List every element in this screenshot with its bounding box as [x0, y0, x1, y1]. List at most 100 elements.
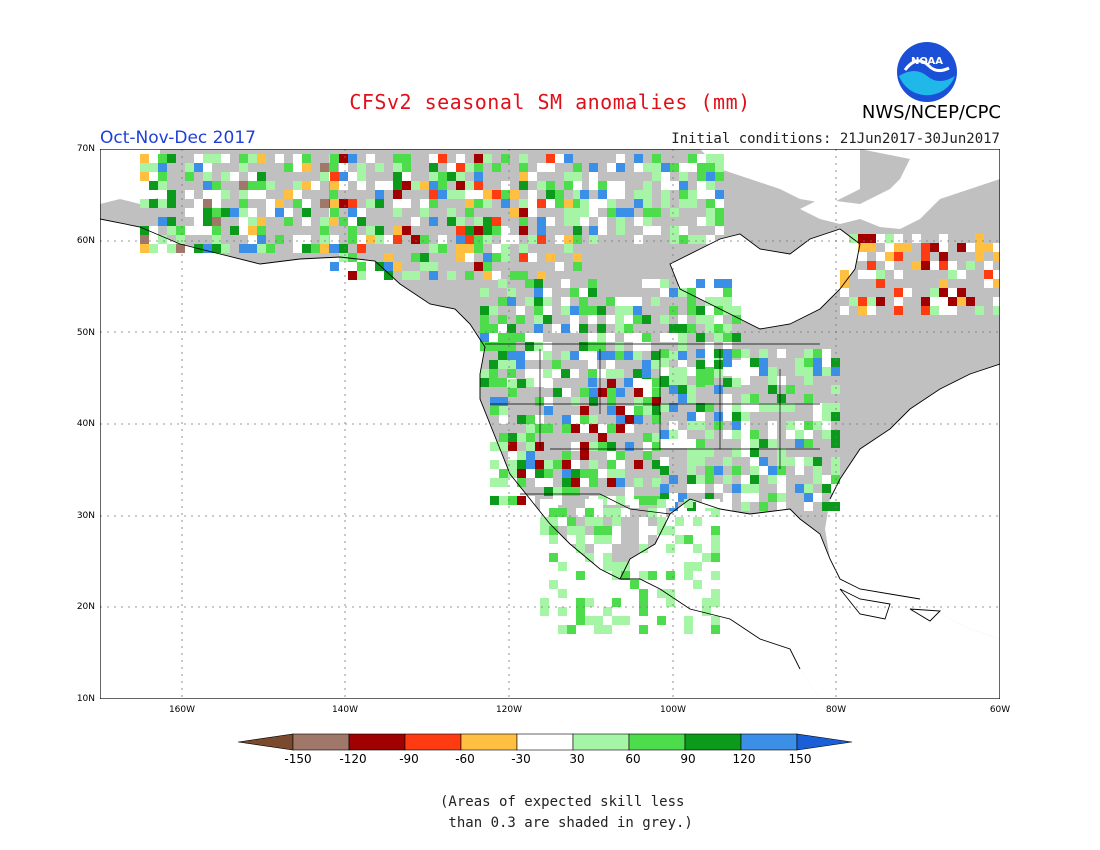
anomaly-cell — [438, 190, 447, 199]
anomaly-cell — [705, 324, 714, 333]
anomaly-cell — [348, 217, 357, 226]
anomaly-cell — [293, 199, 302, 208]
anomaly-cell — [540, 499, 549, 508]
anomaly-cell — [456, 235, 465, 244]
anomaly-cell — [639, 598, 648, 607]
anomaly-cell — [634, 199, 643, 208]
anomaly-cell — [813, 367, 822, 376]
anomaly-cell — [597, 333, 606, 342]
anomaly-cell — [140, 199, 149, 208]
anomaly-cell — [266, 244, 275, 253]
anomaly-cell — [158, 235, 167, 244]
anomaly-cell — [535, 424, 544, 433]
anomaly-cell — [670, 163, 679, 172]
anomaly-cell — [651, 378, 660, 387]
anomaly-cell — [519, 244, 528, 253]
anomaly-cell — [666, 589, 675, 598]
anomaly-cell — [939, 234, 948, 243]
anomaly-cell — [546, 190, 555, 199]
anomaly-cell — [858, 252, 867, 261]
anomaly-cell — [537, 217, 546, 226]
anomaly-cell — [705, 430, 714, 439]
anomaly-cell — [894, 234, 903, 243]
anomaly-cell — [675, 517, 684, 526]
anomaly-cell — [921, 243, 930, 252]
anomaly-cell — [589, 388, 598, 397]
anomaly-cell — [777, 349, 786, 358]
anomaly-cell — [669, 333, 678, 342]
anomaly-cell — [561, 369, 570, 378]
anomaly-cell — [561, 279, 570, 288]
anomaly-cell — [616, 217, 625, 226]
colorbar-label: -60 — [455, 752, 475, 766]
anomaly-cell — [714, 466, 723, 475]
anomaly-cell — [939, 279, 948, 288]
anomaly-cell — [633, 306, 642, 315]
anomaly-cell — [715, 199, 724, 208]
anomaly-cell — [375, 199, 384, 208]
anomaly-cell — [517, 496, 526, 505]
anomaly-cell — [651, 297, 660, 306]
anomaly-cell — [693, 607, 702, 616]
anomaly-cell — [302, 199, 311, 208]
anomaly-cell — [526, 442, 535, 451]
anomaly-cell — [519, 172, 528, 181]
anomaly-cell — [831, 430, 840, 439]
anomaly-cell — [571, 442, 580, 451]
anomaly-cell — [357, 244, 366, 253]
anomaly-cell — [510, 208, 519, 217]
anomaly-cell — [589, 199, 598, 208]
anomaly-cell — [293, 163, 302, 172]
anomaly-cell — [501, 226, 510, 235]
anomaly-cell — [678, 333, 687, 342]
anomaly-cell — [275, 208, 284, 217]
anomaly-cell — [543, 315, 552, 324]
anomaly-cell — [549, 517, 558, 526]
anomaly-cell — [212, 190, 221, 199]
anomaly-cell — [885, 243, 894, 252]
anomaly-cell — [687, 385, 696, 394]
anomaly-cell — [562, 451, 571, 460]
anomaly-cell — [930, 306, 939, 315]
anomaly-cell — [311, 181, 320, 190]
anomaly-cell — [625, 415, 634, 424]
anomaly-cell — [732, 484, 741, 493]
anomaly-cell — [537, 235, 546, 244]
anomaly-cell — [678, 324, 687, 333]
anomaly-cell — [597, 306, 606, 315]
anomaly-cell — [643, 442, 652, 451]
anomaly-cell — [480, 369, 489, 378]
lon-label-100w: 100W — [659, 705, 687, 715]
anomaly-cell — [993, 279, 1000, 288]
anomaly-cell — [652, 397, 661, 406]
anomaly-cell — [579, 324, 588, 333]
anomaly-cell — [616, 415, 625, 424]
anomaly-cell — [203, 199, 212, 208]
anomaly-cell — [804, 484, 813, 493]
anomaly-cell — [634, 406, 643, 415]
anomaly-cell — [616, 226, 625, 235]
anomaly-cell — [768, 430, 777, 439]
anomaly-cell — [561, 324, 570, 333]
anomaly-cell — [393, 235, 402, 244]
anomaly-cell — [939, 288, 948, 297]
anomaly-cell — [723, 367, 732, 376]
anomaly-cell — [555, 235, 564, 244]
anomaly-cell — [167, 226, 176, 235]
anomaly-cell — [585, 553, 594, 562]
anomaly-cell — [571, 415, 580, 424]
anomaly-cell — [330, 208, 339, 217]
anomaly-cell — [711, 499, 720, 508]
anomaly-cell — [589, 415, 598, 424]
anomaly-cell — [750, 394, 759, 403]
anomaly-cell — [684, 562, 693, 571]
anomaly-cell — [167, 244, 176, 253]
anomaly-cell — [723, 288, 732, 297]
anomaly-cell — [589, 442, 598, 451]
anomaly-cell — [624, 351, 633, 360]
anomaly-cell — [293, 244, 302, 253]
anomaly-cell — [203, 226, 212, 235]
anomaly-cell — [329, 217, 338, 226]
anomaly-cell — [652, 496, 661, 505]
anomaly-cell — [688, 163, 697, 172]
